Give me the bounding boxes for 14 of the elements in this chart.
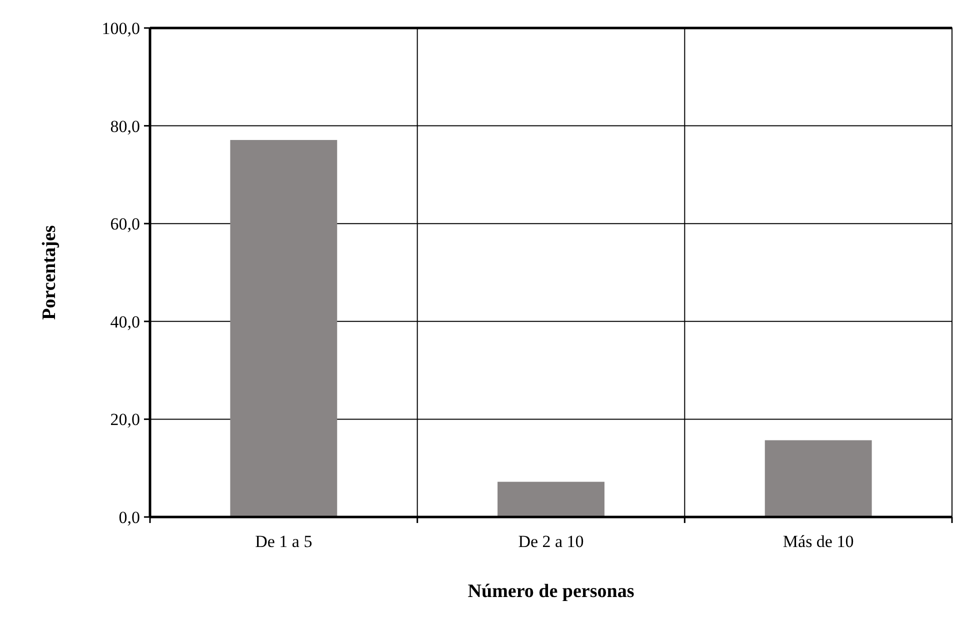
bar	[498, 482, 604, 517]
bar	[230, 140, 338, 517]
y-tick-label: 20,0	[110, 410, 140, 430]
x-tick-label: De 1 a 5	[255, 532, 312, 551]
y-tick-label: 0,0	[118, 508, 140, 527]
x-tick-label: Más de 10	[782, 532, 854, 551]
y-tick-label: 80,0	[110, 116, 140, 136]
y-axis-title: Porcentajes	[39, 225, 60, 320]
x-axis-title: Número de personas	[468, 581, 634, 602]
bar	[764, 440, 872, 517]
y-tick-label: 100,0	[102, 18, 140, 38]
y-tick-label: 60,0	[110, 214, 140, 234]
y-tick-label: 40,0	[110, 312, 140, 332]
x-tick-label: De 2 a 10	[518, 532, 584, 551]
